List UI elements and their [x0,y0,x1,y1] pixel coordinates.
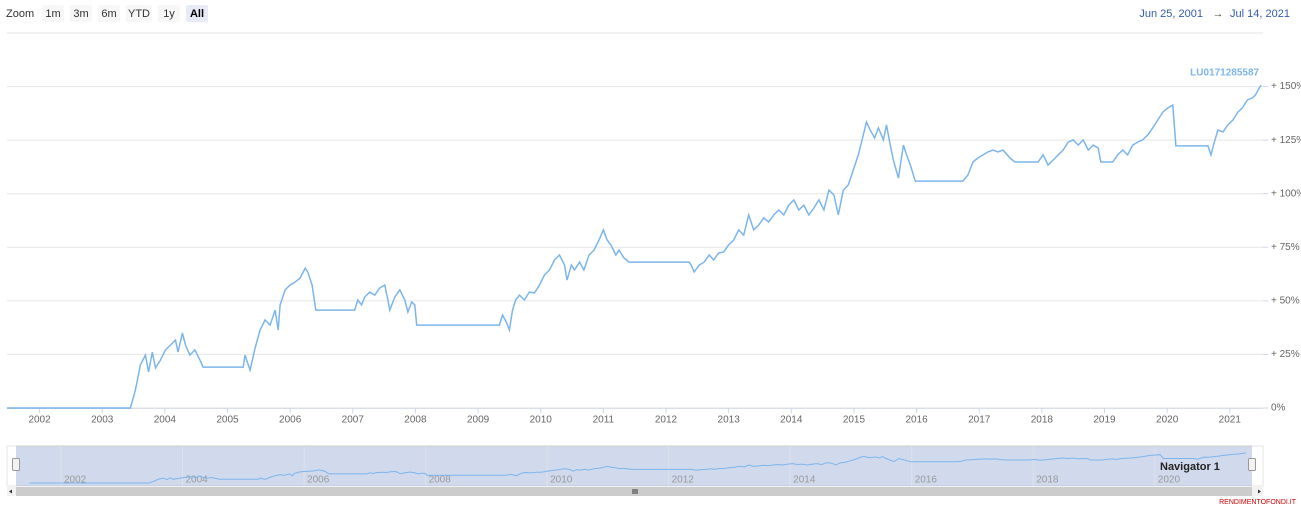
date-arrow: → [1213,8,1224,20]
x-tick-label: 2017 [968,415,991,426]
navigator-line [29,452,1246,484]
x-tick-label: 2010 [530,415,553,426]
x-tick-label: 2015 [843,415,866,426]
zoom-button-label[interactable]: 6m [101,8,116,20]
navigator-label: Navigator 1 [1160,461,1220,473]
navigator-handle-left[interactable] [12,458,20,471]
x-tick-label: 2013 [718,415,741,426]
zoom-button-label[interactable]: 3m [73,8,88,20]
y-tick-label: + 100% [1271,188,1301,199]
y-tick-label: + 75% [1271,242,1300,253]
x-tick-label: 2006 [279,415,302,426]
navigator-tick-label: 2012 [672,475,695,486]
x-tick-label: 2012 [655,415,678,426]
zoom-button-label[interactable]: All [190,8,204,20]
navigator-tick-label: 2004 [186,475,209,486]
navigator-tick-label: 2006 [307,475,330,486]
zoom-button[interactable] [42,5,64,22]
navigator-tick-label: 2002 [64,475,87,486]
date-to[interactable]: Jul 14, 2021 [1230,8,1290,20]
y-tick-label: + 125% [1271,135,1301,146]
navigator-tick-label: 2008 [429,475,452,486]
navigator-frame [6,445,1264,487]
x-tick-label: 2021 [1219,415,1242,426]
zoom-button[interactable] [158,5,180,22]
zoom-button[interactable] [98,5,120,22]
x-tick-label: 2011 [593,415,615,426]
date-from[interactable]: Jun 25, 2001 [1139,8,1203,20]
zoom-button[interactable] [70,5,92,22]
x-tick-label: 2020 [1156,415,1179,426]
x-tick-label: 2005 [216,415,239,426]
y-tick-label: + 50% [1271,295,1300,306]
y-tick-label: 0% [1271,403,1286,414]
navigator-tick-label: 2016 [915,475,938,486]
zoom-button[interactable] [186,5,208,22]
scrollbar-thumb[interactable] [16,487,1252,496]
x-tick-label: 2002 [28,415,51,426]
scrollbar-right-arrow[interactable] [1258,489,1261,494]
navigator-tick-label: 2010 [550,475,573,486]
x-tick-label: 2009 [467,415,490,426]
x-tick-label: 2018 [1031,415,1054,426]
credit: RENDIMENTOFONDI.IT [1219,499,1297,506]
series-label: LU0171285587 [1190,68,1259,79]
x-tick-label: 2014 [780,415,803,426]
series-line [7,84,1262,409]
x-tick-label: 2004 [154,415,177,426]
zoom-button-label[interactable]: YTD [128,8,150,20]
zoom-button-label[interactable]: 1y [163,8,175,20]
zoom-button[interactable] [126,5,152,22]
zoom-button-label[interactable]: 1m [45,8,60,20]
navigator-tick-label: 2018 [1036,475,1059,486]
scrollbar-left-arrow[interactable] [9,489,12,494]
y-tick-label: + 150% [1271,81,1301,92]
x-tick-label: 2007 [342,415,365,426]
x-tick-label: 2003 [91,415,114,426]
zoom-label: Zoom [6,8,34,20]
navigator-tick-label: 2014 [793,475,816,486]
x-tick-label: 2016 [905,415,928,426]
scrollbar-grip [632,489,638,494]
y-tick-label: + 25% [1271,349,1300,360]
x-tick-label: 2019 [1093,415,1116,426]
navigator-tick-label: 2020 [1158,475,1181,486]
navigator-handle-right[interactable] [1248,458,1256,471]
x-tick-label: 2008 [404,415,427,426]
